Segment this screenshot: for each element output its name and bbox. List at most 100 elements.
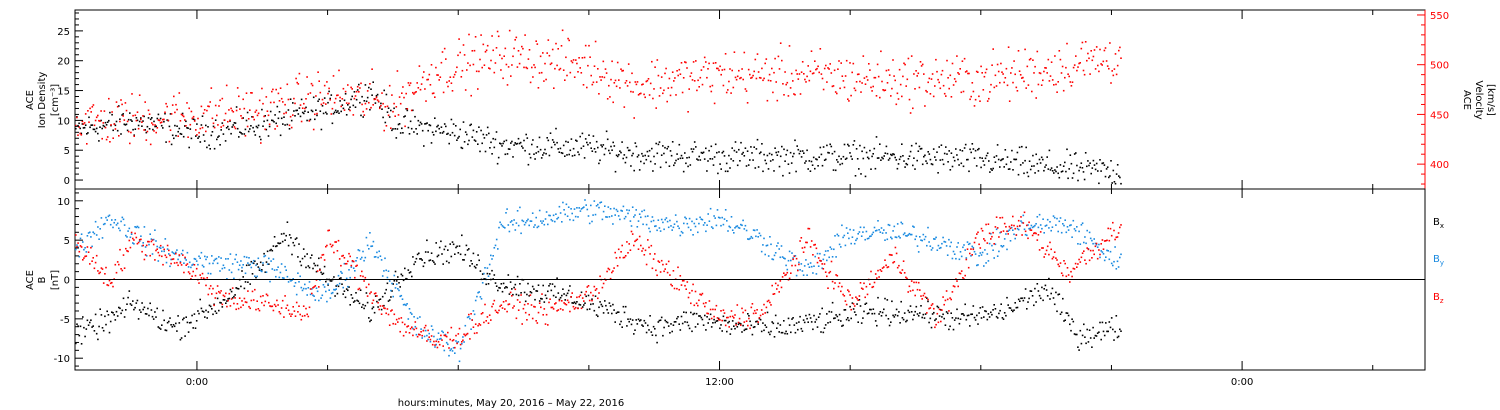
data-point <box>1002 245 1005 247</box>
data-point <box>1094 68 1097 70</box>
data-point <box>84 124 87 126</box>
data-point <box>533 64 535 66</box>
data-point <box>510 75 512 77</box>
data-point <box>1049 75 1052 77</box>
data-point <box>478 126 480 128</box>
data-point <box>487 275 490 277</box>
data-point <box>124 102 127 104</box>
data-point <box>909 290 912 292</box>
data-point <box>641 210 643 213</box>
data-point <box>176 125 178 127</box>
data-point <box>736 75 739 78</box>
data-point <box>202 134 205 136</box>
data-point <box>994 161 997 163</box>
data-point <box>640 319 642 321</box>
data-point <box>1004 149 1007 151</box>
data-point <box>224 112 227 115</box>
data-point <box>700 151 703 154</box>
data-point <box>256 263 258 265</box>
data-point <box>648 94 651 96</box>
data-point <box>715 224 718 227</box>
data-point <box>84 247 86 249</box>
data-point <box>276 299 278 302</box>
data-point <box>710 226 713 228</box>
data-point <box>977 264 979 266</box>
data-point <box>136 111 139 113</box>
data-point <box>1034 65 1036 68</box>
data-point <box>442 263 444 265</box>
data-point <box>87 132 89 134</box>
data-point <box>595 288 598 290</box>
data-point <box>821 164 824 167</box>
data-point <box>443 123 446 125</box>
data-point <box>253 130 255 133</box>
data-point <box>923 317 926 319</box>
data-point <box>891 87 893 90</box>
data-point <box>272 309 275 312</box>
data-point <box>816 67 818 70</box>
data-point <box>112 129 114 132</box>
data-point <box>942 236 944 239</box>
data-point <box>993 304 995 306</box>
data-point <box>1116 64 1119 67</box>
data-point <box>394 287 397 289</box>
data-point <box>617 215 620 217</box>
data-point <box>102 329 105 332</box>
data-point <box>772 293 775 295</box>
data-point <box>212 122 215 125</box>
data-point <box>616 61 619 64</box>
data-point <box>588 308 591 310</box>
data-point <box>545 297 548 300</box>
data-point <box>523 139 525 142</box>
data-point <box>670 283 672 286</box>
data-point <box>507 224 510 226</box>
data-point <box>908 285 911 288</box>
data-point <box>1087 52 1089 55</box>
data-point <box>416 82 418 84</box>
data-point <box>871 312 873 315</box>
data-point <box>630 90 632 93</box>
data-point <box>431 92 434 95</box>
data-point <box>222 264 225 267</box>
data-point <box>205 309 207 312</box>
data-point <box>547 39 550 41</box>
data-point <box>306 253 308 255</box>
data-point <box>258 309 261 312</box>
data-point <box>903 62 905 65</box>
data-point <box>491 269 493 272</box>
data-point <box>603 76 606 79</box>
data-point <box>1093 164 1096 166</box>
data-point <box>1057 293 1059 296</box>
data-point <box>122 115 124 117</box>
data-point <box>387 270 390 272</box>
data-point <box>1048 277 1050 280</box>
data-point <box>680 284 683 286</box>
data-point <box>187 127 189 129</box>
data-point <box>380 308 383 311</box>
data-point <box>633 216 635 218</box>
data-point <box>83 257 85 259</box>
data-point <box>970 255 972 257</box>
data-point <box>729 167 731 169</box>
data-point <box>583 304 585 306</box>
data-point <box>773 293 776 295</box>
data-point <box>328 90 330 93</box>
data-point <box>105 138 108 141</box>
data-point <box>1076 333 1078 336</box>
data-point <box>986 253 989 255</box>
data-point <box>171 104 174 106</box>
data-point <box>304 110 306 112</box>
data-point <box>927 81 929 84</box>
data-point <box>95 127 98 130</box>
data-point <box>687 296 690 299</box>
data-point <box>1102 248 1105 250</box>
data-point <box>430 252 433 254</box>
data-point <box>201 115 204 117</box>
data-point <box>890 254 892 256</box>
data-point <box>315 109 317 111</box>
data-point <box>901 143 903 145</box>
x-axis-label: hours:minutes, May 20, 2016 – May 22, 20… <box>398 398 624 409</box>
data-point <box>679 275 682 277</box>
data-point <box>275 305 277 308</box>
data-point <box>529 294 532 296</box>
